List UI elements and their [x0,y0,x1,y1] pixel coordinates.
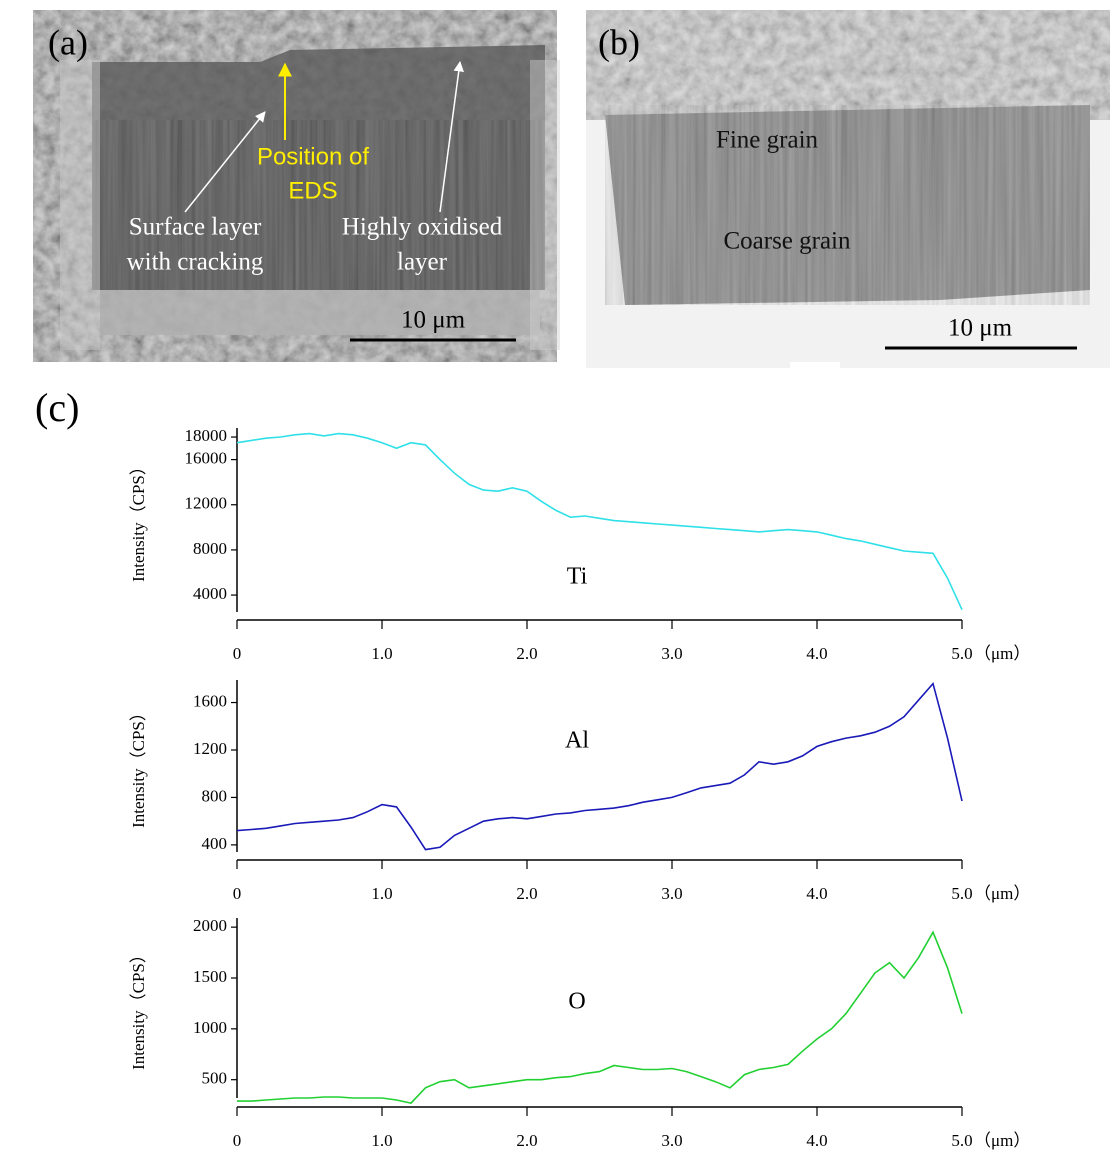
panel-label: (a) [48,22,88,62]
x-unit: （μm） [974,884,1030,903]
x-tick-label: 4.0 [806,884,827,903]
panel-label: (c) [35,385,79,430]
series-label: O [568,989,585,1015]
y-tick-label: 4000 [193,584,227,603]
y-tick-label: 1000 [193,1018,227,1037]
x-unit: （μm） [974,1131,1030,1150]
x-tick-label: 3.0 [661,884,682,903]
y-tick-label: 8000 [193,539,227,558]
y-tick-label: 18000 [185,426,228,445]
x-tick-label: 2.0 [516,644,537,663]
annotation: Position of [257,143,369,170]
sem-image-a: (a) Position of EDS Surface layer with c… [33,10,560,362]
x-unit: （μm） [974,644,1030,663]
x-tick-label: 2.0 [516,1131,537,1150]
annotation: with cracking [127,249,264,276]
y-tick-label: 400 [202,834,228,853]
y-tick-label: 2000 [193,916,227,935]
panel-label: (b) [598,22,640,62]
x-tick-label: 4.0 [806,644,827,663]
y-tick-label: 12000 [185,494,228,513]
x-tick-label: 2.0 [516,884,537,903]
y-tick-label: 1200 [193,739,227,758]
x-tick-label: 0 [233,644,242,663]
y-tick-label: 800 [202,786,228,805]
x-tick-label: 0 [233,884,242,903]
y-tick-label: 1500 [193,967,227,986]
annotation: Highly oxidised [342,214,503,241]
scale-label: 10 μm [948,315,1013,342]
scale-label: 10 μm [401,307,466,334]
x-tick-label: 3.0 [661,644,682,663]
y-axis-title: Intensity（CPS） [129,704,148,828]
annotation: layer [397,249,448,276]
y-axis-title: Intensity（CPS） [129,946,148,1070]
x-tick-label: 4.0 [806,1131,827,1150]
sem-image-b: (b) Fine grain Coarse grain 10 μm [586,10,1110,370]
annotation: EDS [288,177,337,204]
x-tick-label: 5.0 [951,644,972,663]
y-tick-label: 500 [202,1069,228,1088]
x-tick-label: 1.0 [371,644,392,663]
data-line [236,681,963,851]
data-line [237,930,963,1104]
x-tick-label: 1.0 [371,884,392,903]
y-axis-title: Intensity（CPS） [129,458,148,582]
x-tick-label: 3.0 [661,1131,682,1150]
x-tick-label: 1.0 [371,1131,392,1150]
annotation: Fine grain [716,127,819,154]
annotation: Surface layer [129,214,262,241]
y-tick-label: 16000 [185,449,228,468]
series-label: Al [565,728,589,754]
series-label: Ti [567,564,588,590]
y-tick-label: 1600 [193,691,227,710]
annotation: Coarse grain [723,228,851,255]
x-tick-label: 5.0 [951,1131,972,1150]
data-line [236,432,963,611]
x-tick-label: 5.0 [951,884,972,903]
x-tick-label: 0 [233,1131,242,1150]
